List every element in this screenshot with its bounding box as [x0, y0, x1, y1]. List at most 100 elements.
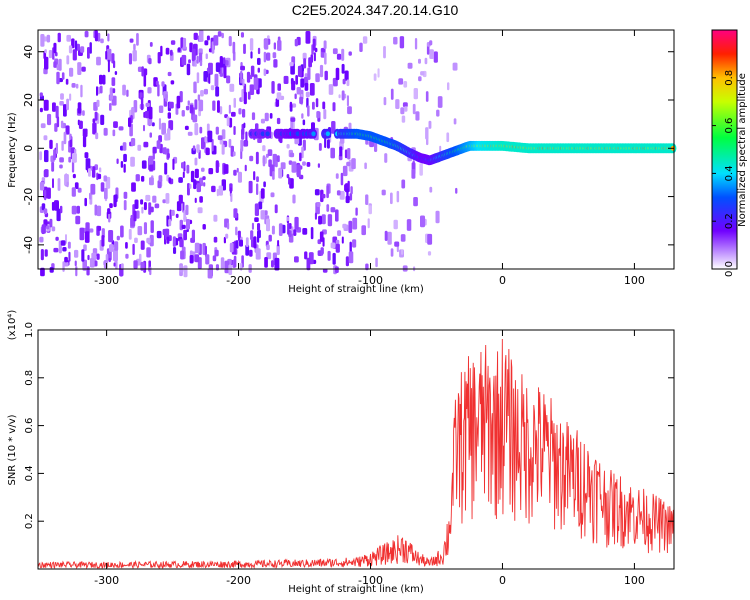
spectrogram-cell	[347, 95, 349, 106]
spectrogram-cell	[258, 48, 260, 54]
spectrogram-cell	[242, 79, 244, 87]
spectrogram-cell	[269, 235, 272, 242]
spectrogram-cell	[69, 94, 71, 101]
spectrogram-cell	[152, 196, 156, 203]
spectrogram-cell	[272, 226, 275, 235]
spectrogram-cell	[151, 220, 154, 233]
x-tick-label: 0	[499, 274, 506, 287]
spectrogram-cell	[141, 176, 144, 182]
spectrogram-cell	[230, 243, 234, 253]
spectrogram-cell	[198, 207, 203, 213]
spectrogram-cell	[87, 47, 90, 59]
spectrogram-cell	[107, 208, 110, 214]
spectrogram-cell	[257, 223, 260, 231]
x-tick-label: -200	[226, 274, 251, 287]
spectrogram-cell	[41, 249, 44, 260]
spectrogram-cell	[216, 62, 220, 72]
spectrogram-cell	[413, 197, 418, 206]
spectrogram-cell	[322, 194, 326, 199]
spectrogram-cell	[180, 251, 184, 260]
spectrogram-cell	[254, 217, 259, 222]
spectrogram-cell	[113, 88, 116, 93]
spectrogram-cell	[146, 103, 150, 107]
spectrogram-cell	[60, 206, 63, 214]
spectrogram-cell	[46, 225, 49, 229]
spectrogram-cell	[141, 66, 144, 76]
spectrogram-cell	[49, 50, 52, 58]
spectrogram-cell	[115, 71, 117, 75]
spectrogram-cell	[315, 213, 317, 220]
spectrogram-cell	[55, 237, 58, 241]
spectrogram-cell	[124, 200, 127, 210]
spectrogram-cell	[418, 59, 421, 64]
spectrogram-cell	[256, 248, 261, 259]
spectrogram-cell	[183, 38, 186, 49]
spectrogram-cell	[75, 261, 77, 267]
ridge-cell	[265, 131, 269, 136]
spectrogram-cell	[398, 78, 403, 84]
spectrogram-cell	[185, 126, 189, 130]
spectrogram-cell	[47, 35, 51, 43]
spectrogram-cell	[266, 245, 270, 251]
spectrogram-cell	[73, 49, 77, 60]
spectrogram-cell	[352, 239, 356, 247]
colorbar-tick-label: 0.6	[724, 118, 735, 134]
spectrogram-cell	[53, 248, 58, 253]
spectrogram-cell	[141, 97, 143, 110]
spectrogram-cell	[426, 91, 429, 102]
spectrogram-cell	[385, 231, 388, 241]
spectrogram-cell	[250, 75, 252, 80]
spectrogram-cell	[305, 83, 309, 91]
spectrogram-cell	[342, 64, 345, 74]
spectrogram-cell	[132, 244, 134, 255]
spectrogram-cell	[62, 72, 65, 79]
spectrogram-cell	[140, 199, 143, 204]
spectrogram-cell	[256, 152, 259, 165]
snr-y-axis-label: SNR (10 * v/v)	[7, 414, 18, 485]
spectrogram-cell	[194, 123, 198, 135]
spectrogram-cell	[270, 113, 273, 119]
spectrogram-cell	[273, 52, 277, 58]
spectrogram-cell	[114, 262, 116, 266]
spectrogram-cell	[195, 169, 199, 178]
spectrogram-cell	[138, 226, 143, 235]
spectrogram-cell	[266, 53, 270, 61]
spectrogram-cell	[171, 80, 175, 84]
spectrogram-cell	[203, 224, 206, 230]
spectrogram-cell	[225, 234, 228, 239]
spectrogram-cell	[238, 233, 240, 241]
spectrogram-cell	[192, 115, 197, 123]
spectrogram-cell	[149, 207, 154, 213]
spectrogram-cell	[146, 238, 150, 244]
spectrogram-cell	[173, 236, 176, 247]
spectrogram-cell	[96, 86, 98, 96]
spectrogram-cell	[245, 132, 247, 141]
spectrogram-cell	[233, 151, 236, 156]
spectrogram-cell	[170, 50, 173, 56]
spectrogram-cell	[333, 48, 338, 54]
spectrogram-cell	[141, 207, 143, 214]
spectrogram-cell	[364, 163, 367, 170]
spectrogram-cell	[181, 162, 184, 168]
spectrogram-cell	[403, 81, 407, 88]
spectrogram-cell	[455, 188, 457, 194]
spectrogram-cell	[419, 163, 423, 176]
spectrogram-cell	[346, 162, 350, 167]
spectrogram-cell	[85, 31, 89, 37]
spectrogram-cell	[383, 46, 386, 58]
spectrogram-cell	[44, 169, 48, 177]
spectrogram-cell	[333, 102, 336, 111]
spectrogram-cell	[114, 241, 118, 250]
spectrogram-cell	[287, 144, 290, 149]
colorbar: 0.00.20.40.60.8 Normalized spectral ampl…	[712, 30, 748, 277]
spectrogram-cell	[202, 176, 205, 180]
spectrogram-cell	[163, 229, 167, 235]
spectrogram-cell	[166, 193, 170, 204]
spectrogram-cell	[342, 224, 346, 229]
spectrogram-cell	[150, 42, 153, 47]
spectrogram-cell	[255, 203, 259, 216]
spectrogram-cell	[187, 64, 191, 76]
spectrogram-cell	[196, 144, 199, 153]
chart-title: C2E5.2024.347.20.14.G10	[292, 2, 459, 18]
spectrogram-cell	[148, 58, 151, 64]
